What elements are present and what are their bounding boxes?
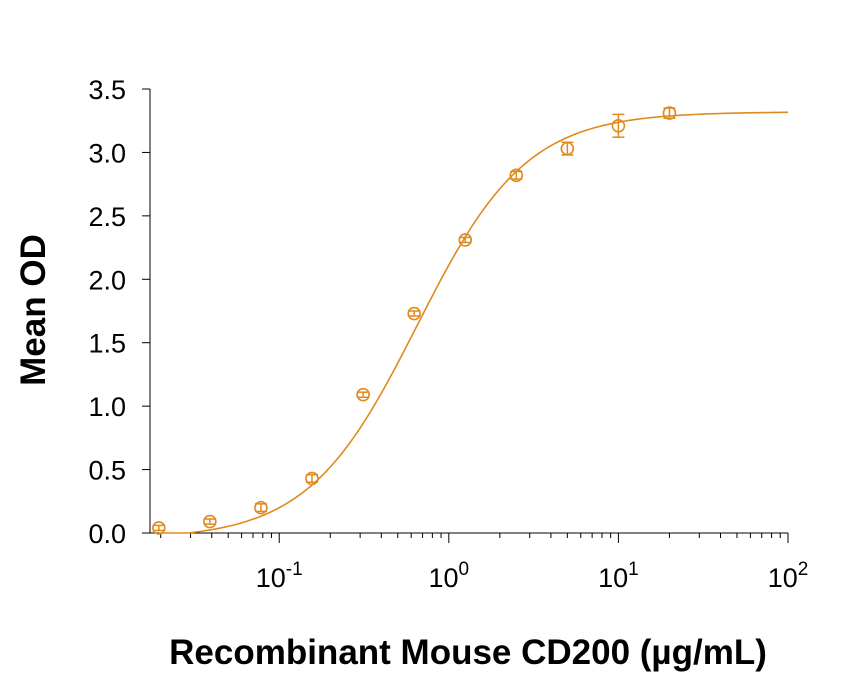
- point-marker: [305, 471, 319, 486]
- point-marker: [203, 514, 217, 529]
- y-axis-title: Mean OD: [14, 234, 53, 386]
- data-point: [662, 106, 677, 120]
- point-marker: [356, 387, 370, 402]
- data-point: [458, 233, 473, 247]
- x-axis-title: Recombinant Mouse CD200 (µg/mL): [169, 633, 767, 672]
- data-point: [305, 471, 319, 486]
- y-tick-label: 3.0: [88, 138, 126, 168]
- data-points: [152, 106, 677, 535]
- y-tick-label: 0.5: [88, 456, 126, 486]
- x-tick-label: 101: [598, 559, 639, 593]
- y-axis-ticks: 0.0 0.5 1.0 1.5 2.0 2.5 3.0 3.5: [88, 75, 150, 549]
- data-point: [203, 514, 217, 529]
- point-marker: [560, 141, 575, 156]
- data-point: [407, 306, 421, 321]
- y-tick-label: 3.5: [88, 75, 126, 105]
- data-point: [560, 141, 575, 156]
- x-tick-label: 10-1: [256, 559, 303, 593]
- point-marker: [407, 306, 421, 321]
- point-marker: [662, 106, 677, 120]
- x-axis-ticks: 10-1 100 101 102: [160, 533, 809, 593]
- point-marker: [152, 521, 166, 535]
- data-point: [611, 113, 626, 138]
- x-tick-label: 100: [429, 559, 470, 593]
- data-point: [509, 168, 524, 183]
- data-point: [152, 521, 166, 535]
- y-tick-label: 0.0: [88, 519, 126, 549]
- x-tick-label: 102: [768, 559, 809, 593]
- y-tick-label: 1.0: [88, 392, 126, 422]
- point-marker: [458, 233, 473, 247]
- data-point: [254, 500, 268, 515]
- point-marker: [611, 118, 626, 133]
- fit-curve: [158, 111, 789, 534]
- y-tick-label: 2.0: [88, 265, 126, 295]
- y-tick-label: 2.5: [88, 202, 126, 232]
- point-marker: [509, 168, 524, 183]
- point-marker: [254, 500, 268, 515]
- y-tick-label: 1.5: [88, 329, 126, 359]
- data-point: [356, 387, 370, 402]
